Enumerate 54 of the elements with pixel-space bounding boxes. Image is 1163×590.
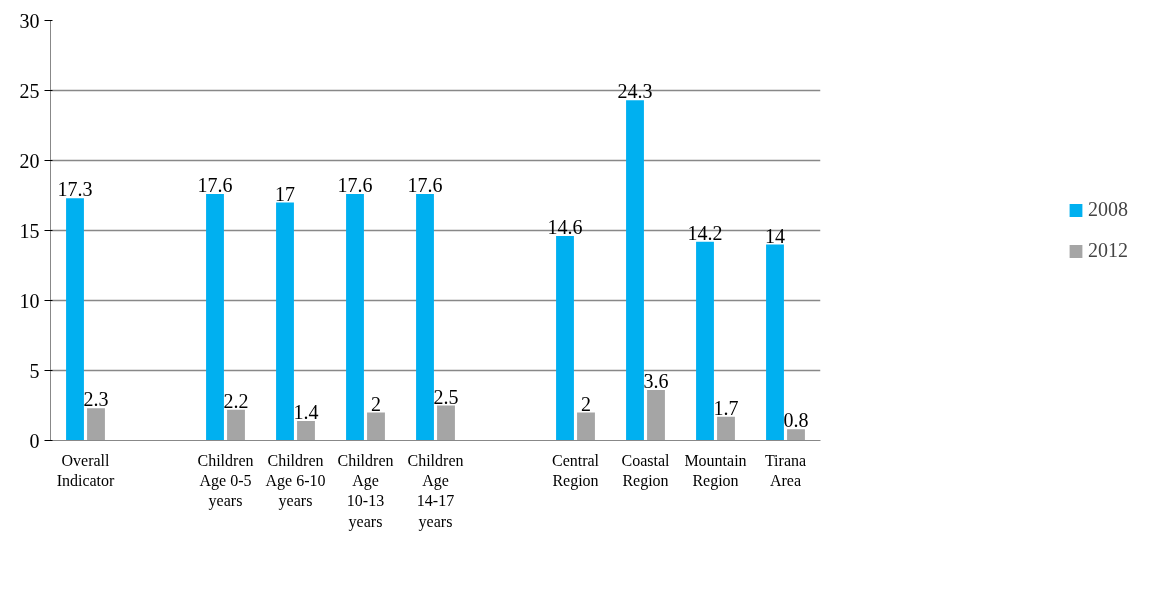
data-label: 1.4 bbox=[293, 400, 319, 423]
y-tick-label: 25 bbox=[19, 79, 40, 102]
bar bbox=[66, 198, 84, 441]
x-tick-label: Children Age 0-5 years bbox=[197, 451, 254, 511]
bar bbox=[787, 429, 805, 441]
data-label: 0.8 bbox=[783, 409, 809, 432]
y-tick-label: 5 bbox=[29, 359, 40, 382]
y-tick-label: 20 bbox=[19, 149, 40, 172]
x-tick-label: Children Age 14-17 years bbox=[407, 451, 464, 531]
bar bbox=[556, 236, 574, 441]
legend-label: 2008 bbox=[1088, 198, 1128, 221]
bar bbox=[297, 420, 315, 441]
bar bbox=[416, 194, 434, 441]
bar bbox=[87, 408, 105, 441]
bar bbox=[227, 409, 245, 441]
y-tick-label: 15 bbox=[19, 219, 40, 242]
bar bbox=[647, 390, 665, 441]
data-label: 2.3 bbox=[83, 388, 109, 411]
bar bbox=[717, 416, 735, 441]
data-label: 3.6 bbox=[643, 370, 669, 393]
bar bbox=[346, 194, 364, 441]
data-label: 1.7 bbox=[713, 396, 739, 419]
x-tick-label: Tirana Area bbox=[764, 451, 807, 489]
data-label: 17.6 bbox=[197, 174, 233, 197]
x-tick-label: Overall Indicator bbox=[56, 451, 116, 489]
y-tick-label: 0 bbox=[29, 429, 40, 452]
x-tick-label: Children Age 6-10 years bbox=[265, 451, 326, 511]
bar bbox=[577, 412, 595, 441]
bar bbox=[276, 202, 294, 441]
bar bbox=[206, 194, 224, 441]
data-label: 14.6 bbox=[547, 216, 583, 239]
y-tick-label: 10 bbox=[19, 289, 40, 312]
bar bbox=[626, 100, 644, 441]
y-tick-label: 30 bbox=[19, 9, 40, 32]
bar bbox=[437, 405, 455, 441]
data-label: 2 bbox=[581, 392, 591, 415]
bar bbox=[766, 244, 784, 441]
data-label: 17.6 bbox=[337, 174, 373, 197]
data-label: 2.5 bbox=[433, 385, 459, 408]
data-label: 14.2 bbox=[687, 221, 723, 244]
data-label: 17.3 bbox=[57, 178, 93, 201]
x-tick-label: Children Age 10-13 years bbox=[337, 451, 394, 531]
data-label: 17.6 bbox=[407, 174, 443, 197]
data-label: 17 bbox=[275, 182, 295, 205]
data-label: 2 bbox=[371, 392, 381, 415]
data-label: 2.2 bbox=[223, 389, 249, 412]
legend-label: 2012 bbox=[1088, 239, 1128, 262]
data-label: 24.3 bbox=[617, 80, 653, 103]
bar bbox=[367, 412, 385, 441]
x-tick-label: Mountain Region bbox=[684, 451, 747, 490]
x-tick-label: Coastal Region bbox=[621, 451, 671, 490]
data-label: 14 bbox=[765, 224, 785, 247]
x-tick-label: Central Region bbox=[551, 451, 600, 490]
bar bbox=[696, 241, 714, 441]
